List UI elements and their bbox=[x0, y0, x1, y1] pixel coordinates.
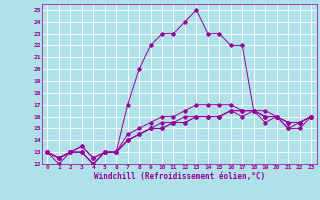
X-axis label: Windchill (Refroidissement éolien,°C): Windchill (Refroidissement éolien,°C) bbox=[94, 172, 265, 181]
